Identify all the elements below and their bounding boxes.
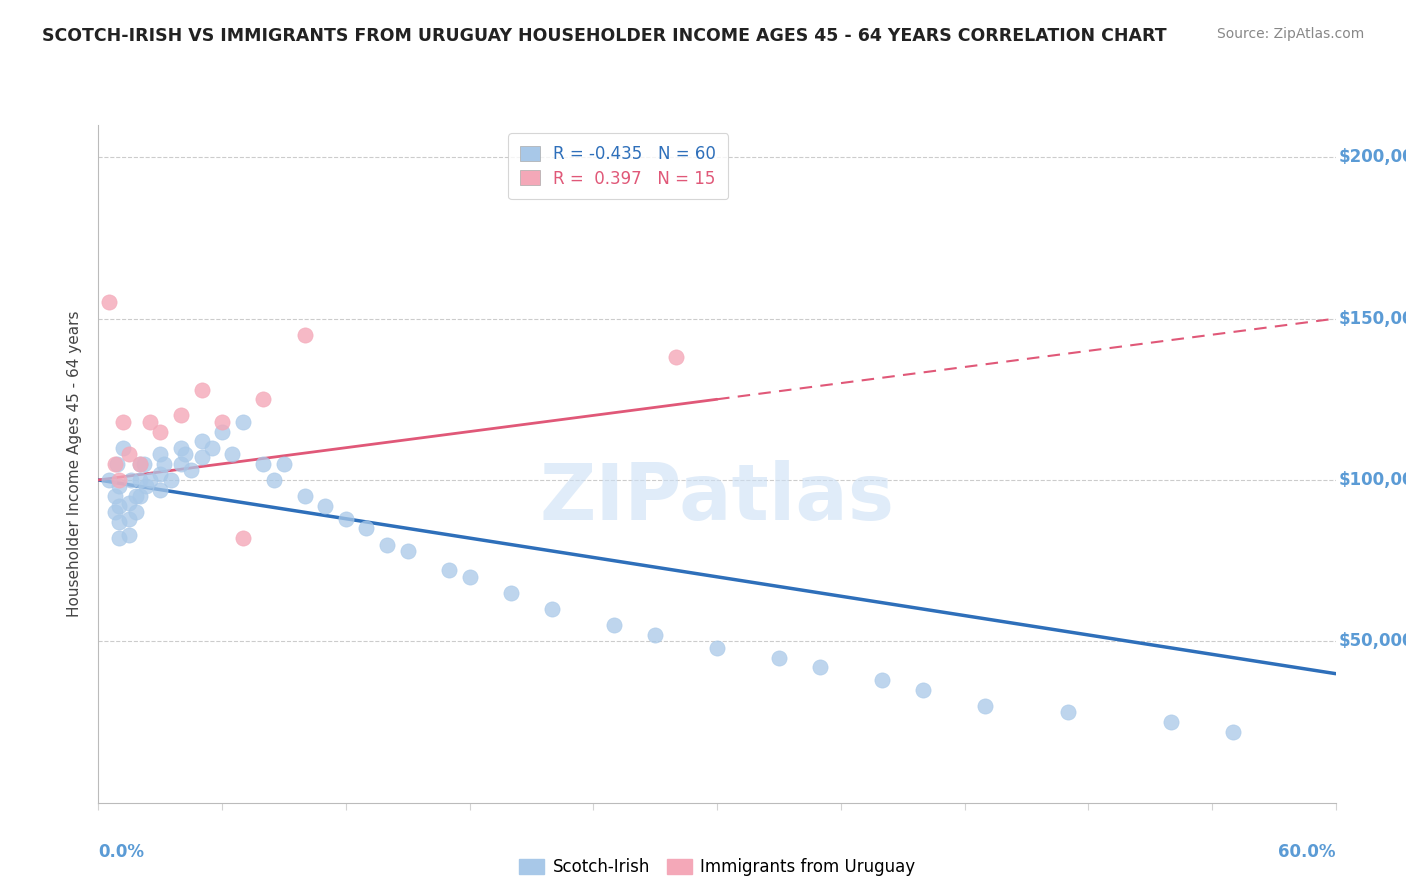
Point — [644, 628, 666, 642]
Point — [190, 434, 212, 449]
Legend: Scotch-Irish, Immigrants from Uruguay: Scotch-Irish, Immigrants from Uruguay — [512, 851, 922, 882]
Point — [108, 473, 131, 487]
Point — [437, 563, 460, 577]
Point — [190, 450, 212, 465]
Point — [124, 489, 146, 503]
Point — [104, 489, 127, 503]
Point — [603, 618, 626, 632]
Point — [1222, 724, 1244, 739]
Point — [108, 515, 131, 529]
Text: 60.0%: 60.0% — [1278, 844, 1336, 862]
Point — [335, 512, 357, 526]
Point — [128, 473, 150, 487]
Point — [104, 457, 127, 471]
Point — [356, 521, 378, 535]
Point — [118, 512, 141, 526]
Point — [263, 473, 285, 487]
Point — [139, 473, 162, 487]
Point — [706, 640, 728, 655]
Point — [1160, 715, 1182, 730]
Point — [396, 544, 419, 558]
Point — [108, 499, 131, 513]
Point — [118, 495, 141, 509]
Point — [128, 457, 150, 471]
Point — [294, 327, 316, 342]
Point — [97, 295, 120, 310]
Point — [170, 457, 193, 471]
Point — [870, 673, 893, 687]
Point — [128, 489, 150, 503]
Point — [149, 425, 172, 439]
Point — [232, 415, 254, 429]
Point — [294, 489, 316, 503]
Point — [252, 457, 274, 471]
Point — [458, 570, 481, 584]
Y-axis label: Householder Income Ages 45 - 64 years: Householder Income Ages 45 - 64 years — [67, 310, 83, 617]
Point — [149, 467, 172, 481]
Point — [104, 505, 127, 519]
Point — [118, 447, 141, 461]
Point — [314, 499, 336, 513]
Point — [974, 698, 997, 713]
Point — [149, 483, 172, 497]
Point — [105, 457, 128, 471]
Point — [118, 528, 141, 542]
Text: 0.0%: 0.0% — [98, 844, 145, 862]
Point — [211, 415, 233, 429]
Point — [211, 425, 233, 439]
Point — [108, 479, 131, 493]
Point — [190, 383, 212, 397]
Point — [375, 537, 398, 551]
Point — [252, 392, 274, 407]
Point — [153, 457, 176, 471]
Point — [273, 457, 295, 471]
Point — [174, 447, 197, 461]
Point — [1056, 706, 1078, 720]
Point — [159, 473, 181, 487]
Point — [124, 505, 146, 519]
Point — [768, 650, 790, 665]
Point — [108, 531, 131, 545]
Point — [221, 447, 243, 461]
Text: $100,000: $100,000 — [1339, 471, 1406, 489]
Point — [112, 415, 135, 429]
Point — [135, 479, 157, 493]
Point — [541, 602, 564, 616]
Point — [97, 473, 120, 487]
Text: $50,000: $50,000 — [1339, 632, 1406, 650]
Point — [232, 531, 254, 545]
Text: Source: ZipAtlas.com: Source: ZipAtlas.com — [1216, 27, 1364, 41]
Text: SCOTCH-IRISH VS IMMIGRANTS FROM URUGUAY HOUSEHOLDER INCOME AGES 45 - 64 YEARS CO: SCOTCH-IRISH VS IMMIGRANTS FROM URUGUAY … — [42, 27, 1167, 45]
Point — [808, 660, 831, 674]
Point — [170, 441, 193, 455]
Point — [120, 473, 142, 487]
Point — [149, 447, 172, 461]
Point — [180, 463, 202, 477]
Text: $200,000: $200,000 — [1339, 148, 1406, 166]
Point — [170, 409, 193, 423]
Text: $150,000: $150,000 — [1339, 310, 1406, 327]
Point — [201, 441, 224, 455]
Point — [128, 457, 150, 471]
Point — [499, 586, 522, 600]
Point — [912, 682, 935, 697]
Point — [132, 457, 155, 471]
Point — [139, 415, 162, 429]
Point — [665, 351, 688, 365]
Point — [112, 441, 135, 455]
Text: ZIPatlas: ZIPatlas — [540, 459, 894, 536]
